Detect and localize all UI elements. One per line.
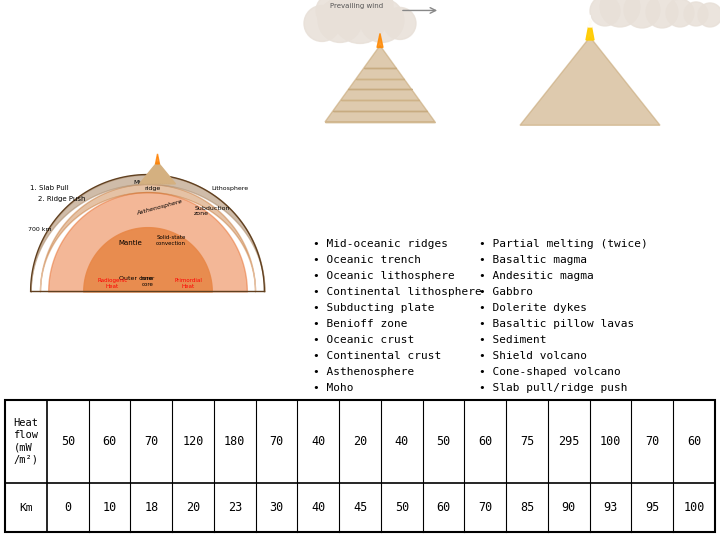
Text: • Partial melting (twice): • Partial melting (twice)	[479, 239, 647, 249]
Circle shape	[318, 0, 362, 43]
Circle shape	[357, 0, 393, 23]
Text: 0: 0	[64, 501, 71, 514]
Text: • Mid-oceanic ridges: • Mid-oceanic ridges	[313, 239, 448, 249]
Text: • Moho: • Moho	[313, 383, 354, 393]
Text: • Andesitic magma: • Andesitic magma	[479, 271, 593, 281]
Text: 23: 23	[228, 501, 242, 514]
Text: 30: 30	[269, 501, 284, 514]
Text: 50: 50	[60, 435, 75, 448]
Text: 20: 20	[353, 435, 367, 448]
Text: Inner
core: Inner core	[140, 276, 155, 287]
Text: • Sediment: • Sediment	[479, 335, 546, 345]
Polygon shape	[520, 37, 660, 125]
Text: 20: 20	[186, 501, 200, 514]
Polygon shape	[325, 45, 435, 122]
Text: Outer core: Outer core	[119, 276, 153, 281]
Text: 2. Ridge Push: 2. Ridge Push	[38, 197, 86, 202]
Text: 60: 60	[436, 501, 451, 514]
Text: 70: 70	[144, 435, 158, 448]
Text: 100: 100	[600, 435, 621, 448]
Text: 700 km: 700 km	[28, 227, 52, 232]
Bar	[5, 400, 715, 532]
Text: • Gabbro: • Gabbro	[479, 287, 533, 297]
Text: 40: 40	[395, 435, 409, 448]
Bar	[5, 400, 715, 532]
Text: 93: 93	[603, 501, 618, 514]
Circle shape	[684, 2, 708, 26]
Text: • Basaltic magma: • Basaltic magma	[479, 255, 587, 265]
Text: 70: 70	[645, 435, 660, 448]
Circle shape	[590, 0, 620, 26]
Circle shape	[666, 0, 694, 27]
Text: 120: 120	[182, 435, 204, 448]
Circle shape	[304, 5, 340, 42]
Circle shape	[600, 0, 640, 27]
Circle shape	[316, 0, 348, 26]
Text: 40: 40	[311, 501, 325, 514]
Text: Mantle: Mantle	[118, 240, 142, 246]
Text: • Benioff zone: • Benioff zone	[313, 319, 408, 329]
Text: • Shield volcano: • Shield volcano	[479, 351, 587, 361]
Text: • Continental crust: • Continental crust	[313, 351, 441, 361]
Circle shape	[698, 3, 720, 27]
Text: • Oceanic lithosphere: • Oceanic lithosphere	[313, 271, 455, 281]
Text: 40: 40	[311, 435, 325, 448]
Text: 1. Slab Pull: 1. Slab Pull	[30, 185, 68, 191]
Text: Lithosphere: Lithosphere	[212, 186, 249, 191]
Text: • Basaltic pillow lavas: • Basaltic pillow lavas	[479, 319, 634, 329]
Text: Solid-state
convection: Solid-state convection	[156, 235, 186, 246]
Text: • Oceanic crust: • Oceanic crust	[313, 335, 415, 345]
Text: 295: 295	[558, 435, 580, 448]
Text: Primordial
Heat: Primordial Heat	[174, 278, 202, 289]
Polygon shape	[377, 33, 383, 48]
Text: • Oceanic trench: • Oceanic trench	[313, 255, 421, 265]
Circle shape	[646, 0, 678, 28]
Polygon shape	[140, 162, 176, 184]
Text: • Cone-shaped volcano: • Cone-shaped volcano	[479, 367, 621, 377]
Circle shape	[384, 8, 416, 39]
Text: Heat
flow
(mW
/m²): Heat flow (mW /m²)	[14, 418, 38, 465]
Text: • Continental lithosphere: • Continental lithosphere	[313, 287, 482, 297]
Text: 60: 60	[478, 435, 492, 448]
Text: Prevailing wind: Prevailing wind	[330, 3, 383, 10]
Text: Radiogenic
Heat: Radiogenic Heat	[97, 278, 127, 289]
Text: 95: 95	[645, 501, 660, 514]
Circle shape	[360, 0, 404, 43]
Text: • Subducting plate: • Subducting plate	[313, 303, 435, 313]
Text: • Slab pull/ridge push: • Slab pull/ridge push	[479, 383, 627, 393]
Text: 70: 70	[269, 435, 284, 448]
Text: 50: 50	[395, 501, 409, 514]
Text: Mid-oceanic
ridge: Mid-oceanic ridge	[134, 180, 171, 191]
Text: Subduction
zone: Subduction zone	[194, 206, 230, 217]
Text: 60: 60	[687, 435, 701, 448]
Circle shape	[332, 0, 388, 43]
Text: • Asthenosphere: • Asthenosphere	[313, 367, 415, 377]
Text: Km: Km	[19, 503, 32, 512]
Circle shape	[330, 0, 370, 23]
Text: 85: 85	[520, 501, 534, 514]
Text: 50: 50	[436, 435, 451, 448]
Text: 90: 90	[562, 501, 576, 514]
Text: 18: 18	[144, 501, 158, 514]
Polygon shape	[156, 154, 160, 164]
Text: 10: 10	[102, 501, 117, 514]
Text: 100: 100	[683, 501, 705, 514]
Text: Asthenosphere: Asthenosphere	[136, 199, 183, 217]
Text: 45: 45	[353, 501, 367, 514]
Text: • Dolerite dykes: • Dolerite dykes	[479, 303, 587, 313]
Text: 60: 60	[102, 435, 117, 448]
Text: 70: 70	[478, 501, 492, 514]
Polygon shape	[586, 19, 594, 40]
Text: 75: 75	[520, 435, 534, 448]
Polygon shape	[588, 15, 592, 27]
Text: 180: 180	[224, 435, 246, 448]
Circle shape	[624, 0, 660, 28]
